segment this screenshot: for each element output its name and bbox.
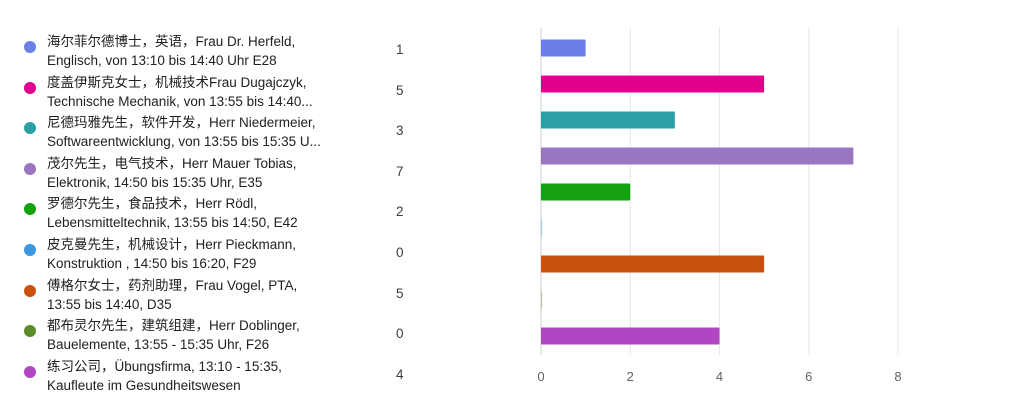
legend-swatch	[24, 81, 36, 94]
bar-4	[541, 147, 854, 165]
legend-item: 茂尔先生，电气技术，Herr Mauer Tobias, Elektronik, …	[22, 154, 362, 194]
legend-swatch	[24, 203, 36, 216]
value-label: 0	[396, 245, 404, 260]
bar-1	[541, 39, 586, 57]
bar-9	[541, 327, 720, 345]
bar-8	[541, 291, 543, 309]
legend-item: 都布灵尔先生，建筑组建，Herr Doblinger, Bauelemente, …	[22, 316, 362, 356]
bar-7	[541, 255, 765, 273]
legend: 海尔菲尔德博士，英语，Frau Dr. Herfeld, Englisch, vo…	[0, 0, 372, 400]
legend-swatch	[24, 325, 36, 338]
legend-item: 练习公司，Übungsfirma, 13:10 - 15:35, Kaufleut…	[22, 357, 362, 397]
value-label: 5	[396, 285, 404, 301]
value-labels: 1 5 3 7 2 0 5 0 4	[372, 0, 432, 400]
x-tick-label: 2	[627, 369, 634, 384]
bar-2	[541, 75, 765, 93]
legend-swatch	[24, 122, 36, 135]
bar-5	[541, 183, 631, 201]
legend-swatch	[24, 244, 36, 256]
value-label: 0	[396, 326, 404, 342]
legend-swatch	[24, 365, 36, 378]
value-label: 4	[396, 366, 404, 382]
bar-6	[541, 219, 543, 237]
legend-item: 海尔菲尔德博士，英语，Frau Dr. Herfeld, Englisch, vo…	[22, 32, 362, 72]
legend-item: 罗德尔先生，食品技术，Herr Rödl, Lebensmitteltechnik…	[22, 194, 362, 234]
bar-3	[541, 111, 675, 129]
x-tick-label: 8	[894, 369, 901, 384]
legend-swatch	[24, 162, 36, 175]
x-tick-label: 0	[537, 369, 544, 384]
legend-swatch	[24, 41, 36, 53]
x-tick-label: 6	[805, 369, 812, 384]
legend-item: 尼德玛雅先生，软件开发，Herr Niedermeier, Softwareent…	[22, 113, 362, 153]
value-label: 3	[396, 123, 404, 139]
value-label: 5	[396, 82, 404, 98]
x-tick-label: 4	[716, 369, 723, 384]
legend-item: 傅格尔女士，药剂助理，Frau Vogel, PTA, 13:55 bis 14:…	[22, 276, 362, 316]
value-label: 2	[396, 204, 404, 220]
legend-item: 皮克曼先生，机械设计，Herr Pieckmann, Konstruktion ,…	[22, 235, 362, 275]
value-label: 1	[396, 42, 404, 57]
value-label: 7	[396, 163, 404, 179]
legend-swatch	[24, 284, 36, 297]
legend-item: 度盖伊斯克女士，机械技术Frau Dugajczyk, Technische Me…	[22, 73, 362, 113]
